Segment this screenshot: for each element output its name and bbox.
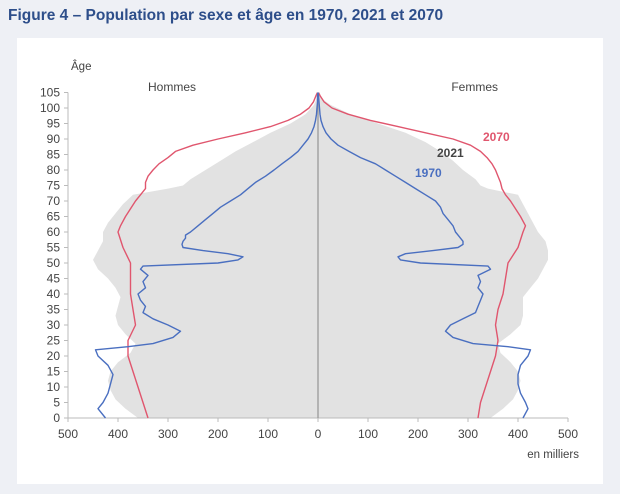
y-tick-label: 100	[40, 101, 60, 115]
x-tick-label: 300	[458, 427, 478, 441]
series-label-2070: 2070	[483, 130, 510, 144]
y-tick-label: 60	[47, 225, 61, 239]
area-2021-female	[318, 92, 548, 418]
line-1970-male	[94, 92, 319, 419]
y-tick-label: 45	[47, 272, 61, 286]
chart-panel: 500 400 300 200 100 0 100 200 300 400 500 0 5 10 15 20 2…	[17, 38, 603, 484]
x-tick-label: 200	[208, 427, 228, 441]
y-tick-label: 95	[47, 117, 61, 131]
y-tick-label: 75	[47, 179, 61, 193]
y-tick-label: 10	[47, 380, 61, 394]
axes-layer: 500 400 300 200 100 0 100 200 300 400 500051015202…	[40, 86, 578, 442]
labels-layer: Âge en milliers Hommes Femmes 2070 2021 …	[71, 60, 579, 461]
y-tick-label: 20	[47, 349, 61, 363]
x-tick-label: 100	[258, 427, 278, 441]
x-tick-label: 0	[315, 427, 322, 441]
population-pyramid-chart: 500 400 300 200 100 0 100 200 300 400 500051015202…	[40, 60, 579, 461]
x-tick-label: 100	[358, 427, 378, 441]
panel-label-hommes: Hommes	[148, 80, 196, 94]
x-tick-label: 500	[558, 427, 578, 441]
x-tick-label: 400	[108, 427, 128, 441]
series-label-2021: 2021	[437, 146, 464, 160]
series-label-1970: 1970	[415, 166, 442, 180]
series-lines-layer	[94, 92, 532, 419]
y-tick-label: 30	[47, 318, 61, 332]
figure-title: Figure 4 – Population par sexe et âge en…	[8, 7, 444, 24]
area-2021-layer	[93, 92, 548, 418]
x-axis-title: en milliers	[527, 449, 579, 461]
y-tick-label: 15	[47, 365, 61, 379]
panel-label-femmes: Femmes	[451, 80, 498, 94]
y-tick-label: 85	[47, 148, 61, 162]
x-tick-label: 500	[58, 427, 78, 441]
area-2021-male	[93, 92, 318, 418]
y-tick-label: 40	[47, 287, 61, 301]
y-tick-label: 105	[40, 86, 60, 100]
y-tick-label: 50	[47, 256, 61, 270]
y-tick-label: 55	[47, 241, 61, 255]
y-tick-label: 70	[47, 194, 61, 208]
y-tick-label: 5	[53, 396, 60, 410]
x-tick-label: 200	[408, 427, 428, 441]
x-tick-label: 300	[158, 427, 178, 441]
line-2070-female	[317, 92, 527, 419]
y-tick-label: 25	[47, 334, 61, 348]
y-tick-label: 80	[47, 163, 61, 177]
y-tick-label: 65	[47, 210, 61, 224]
y-axis-title: Âge	[71, 60, 91, 73]
line-1970-female	[317, 92, 532, 419]
x-tick-label: 400	[508, 427, 528, 441]
y-tick-label: 0	[53, 411, 60, 425]
y-tick-label: 35	[47, 303, 61, 317]
y-tick-label: 90	[47, 132, 61, 146]
line-2070-male	[117, 92, 319, 419]
